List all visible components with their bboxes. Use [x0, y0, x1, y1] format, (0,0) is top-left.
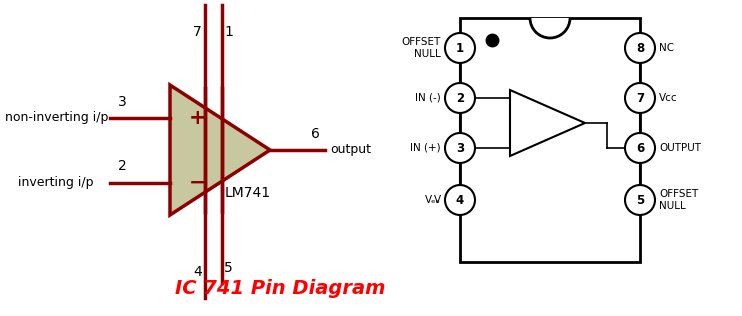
Circle shape	[625, 133, 655, 163]
Text: NC: NC	[659, 43, 674, 53]
Text: 8: 8	[636, 41, 644, 54]
Text: 7: 7	[636, 92, 644, 105]
Text: 5: 5	[224, 261, 233, 275]
Text: 1: 1	[224, 25, 233, 39]
Text: IN (-): IN (-)	[416, 93, 441, 103]
Text: 3: 3	[456, 142, 464, 155]
Wedge shape	[530, 18, 570, 38]
Text: OFFSET
NULL: OFFSET NULL	[659, 189, 698, 211]
Text: −: −	[189, 173, 207, 192]
Bar	[460, 18, 640, 262]
Text: 6: 6	[636, 142, 644, 155]
Text: 6: 6	[311, 127, 320, 141]
Polygon shape	[510, 90, 585, 156]
Text: 1: 1	[456, 41, 464, 54]
Circle shape	[625, 185, 655, 215]
Text: output: output	[330, 143, 371, 156]
Text: 7: 7	[193, 25, 202, 39]
Text: LM741: LM741	[225, 186, 271, 200]
Circle shape	[625, 33, 655, 63]
Text: non-inverting i/p: non-inverting i/p	[5, 111, 108, 124]
Text: 2: 2	[456, 92, 464, 105]
Text: 4: 4	[456, 193, 464, 206]
Text: Vₑₑ: Vₑₑ	[425, 195, 441, 205]
Text: Vᴄᴄ: Vᴄᴄ	[659, 93, 677, 103]
Text: 5: 5	[636, 193, 644, 206]
Text: OUTPUT: OUTPUT	[659, 143, 701, 153]
Text: V: V	[434, 195, 441, 205]
Text: IC 741 Pin Diagram: IC 741 Pin Diagram	[175, 278, 385, 297]
Polygon shape	[170, 85, 270, 215]
Text: 3: 3	[118, 94, 127, 108]
Text: +: +	[189, 107, 207, 127]
Text: IN (+): IN (+)	[410, 143, 441, 153]
Text: OFFSET
NULL: OFFSET NULL	[401, 37, 441, 59]
Circle shape	[625, 83, 655, 113]
Text: inverting i/p: inverting i/p	[18, 176, 93, 189]
Text: 4: 4	[193, 265, 202, 279]
Circle shape	[445, 133, 475, 163]
Circle shape	[445, 83, 475, 113]
Text: 2: 2	[118, 160, 127, 173]
Circle shape	[445, 33, 475, 63]
Circle shape	[445, 185, 475, 215]
